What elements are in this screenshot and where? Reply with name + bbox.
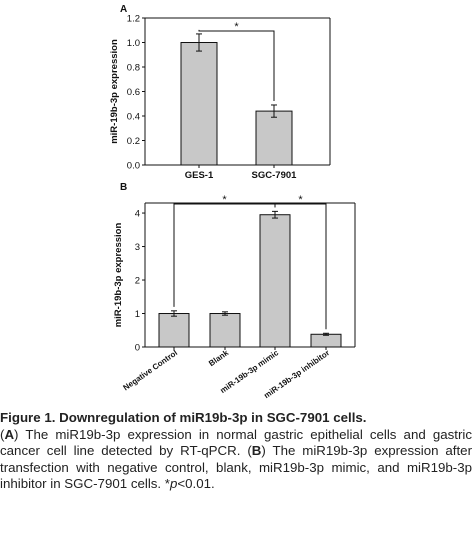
x-tick-label: SGC-7901 <box>252 170 298 181</box>
x-tick-label: Negative Control <box>122 348 180 392</box>
y-tick-label: 0.8 <box>127 62 140 73</box>
y-tick-label: 4 <box>135 208 140 219</box>
caption-title: Figure 1. Downregulation of miR19b-3p in… <box>0 410 367 425</box>
caption-p-symbol: p <box>169 476 178 492</box>
y-tick-label: 0.4 <box>127 111 140 122</box>
figure-canvas: A 0.0 0.2 0.4 0.6 0.8 1.0 1.2 miR-19b-3p express… <box>109 4 356 400</box>
caption-body: (A) The miR19b-3p expression in normal g… <box>0 427 472 493</box>
y-axis-label: miR-19b-3p expression <box>113 223 124 328</box>
significance-star: * <box>298 194 303 206</box>
significance-star: * <box>234 21 239 33</box>
y-tick-label: 2 <box>135 275 140 286</box>
y-axis-label: miR-19b-3p expression <box>109 39 120 144</box>
y-tick-label: 0.2 <box>127 136 140 147</box>
significance-star: * <box>222 194 227 206</box>
significance-bracket <box>198 29 275 101</box>
y-tick-label: 0 <box>135 342 140 353</box>
x-tick-label: Blank <box>207 348 230 368</box>
bar <box>259 214 291 348</box>
bar <box>180 42 218 166</box>
significance-bracket <box>274 203 327 330</box>
caption-text: ) The miR19b-3p expression after transfe… <box>0 443 472 492</box>
caption-panel-ref: A <box>4 426 15 442</box>
bar <box>310 333 342 348</box>
caption-panel-ref: B <box>251 443 262 459</box>
bar <box>209 313 241 348</box>
caption-text: <0.01. <box>177 476 215 492</box>
y-tick-label: 1 <box>135 309 140 320</box>
figure-caption: Figure 1. Downregulation of miR19b-3p in… <box>0 410 472 493</box>
caption-text: ( <box>0 426 5 442</box>
panel-label: B <box>120 182 127 193</box>
bar <box>158 313 190 348</box>
y-tick-label: 0.0 <box>127 160 140 171</box>
y-tick-label: 0.6 <box>127 87 140 98</box>
y-tick-label: 3 <box>135 242 140 253</box>
x-tick-label: GES-1 <box>185 170 214 181</box>
caption-text: ) The miR19b-3p expression in normal gas… <box>0 426 472 459</box>
panel-label: A <box>120 4 127 15</box>
y-tick-label: 1.0 <box>127 38 140 49</box>
y-tick-label: 1.2 <box>127 13 140 24</box>
bar <box>255 110 293 166</box>
